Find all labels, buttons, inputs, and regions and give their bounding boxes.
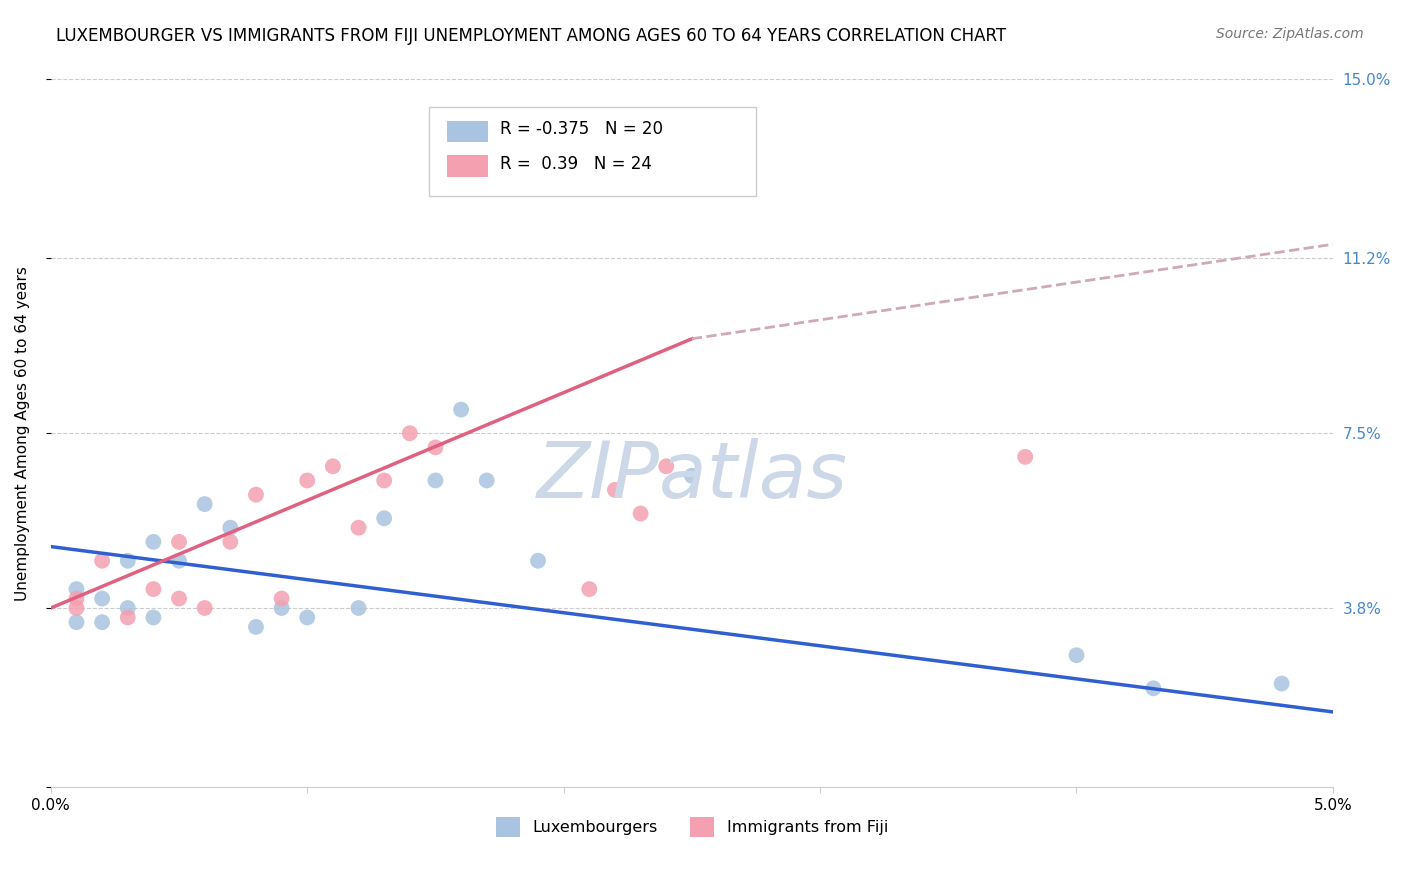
Point <box>1142 681 1164 696</box>
Point <box>398 426 420 441</box>
Point <box>194 497 217 511</box>
Point <box>142 582 165 596</box>
Point <box>117 554 139 568</box>
Point <box>475 176 498 190</box>
Point <box>270 591 292 606</box>
Y-axis label: Unemployment Among Ages 60 to 64 years: Unemployment Among Ages 60 to 64 years <box>15 266 30 600</box>
Point <box>65 591 87 606</box>
Point <box>603 483 626 497</box>
Point <box>578 582 600 596</box>
Point <box>91 554 114 568</box>
Point <box>117 610 139 624</box>
FancyBboxPatch shape <box>447 155 488 177</box>
Point <box>219 521 242 535</box>
Point <box>297 474 319 488</box>
Text: R =  0.39   N = 24: R = 0.39 N = 24 <box>499 155 651 173</box>
Point <box>219 534 242 549</box>
Point <box>681 468 703 483</box>
Point <box>450 402 472 417</box>
Point <box>347 521 370 535</box>
Point <box>425 474 447 488</box>
Point <box>347 601 370 615</box>
Point <box>425 441 447 455</box>
Point <box>655 459 678 474</box>
Point <box>194 601 217 615</box>
Point <box>501 176 523 190</box>
Point <box>167 591 190 606</box>
FancyBboxPatch shape <box>447 120 488 142</box>
Point <box>91 615 114 630</box>
Point <box>142 534 165 549</box>
Point <box>373 474 395 488</box>
Text: ZIPatlas: ZIPatlas <box>537 438 848 514</box>
Point <box>373 511 395 525</box>
Point <box>65 601 87 615</box>
Point <box>167 534 190 549</box>
Point <box>297 610 319 624</box>
Text: Source: ZipAtlas.com: Source: ZipAtlas.com <box>1216 27 1364 41</box>
Point <box>245 620 267 634</box>
Point <box>527 554 550 568</box>
Point <box>245 488 267 502</box>
Point <box>65 582 87 596</box>
Point <box>142 610 165 624</box>
Text: R = -0.375   N = 20: R = -0.375 N = 20 <box>499 120 662 138</box>
Point <box>322 459 344 474</box>
Point <box>1014 450 1036 464</box>
Point <box>117 601 139 615</box>
Point <box>167 554 190 568</box>
Point <box>65 615 87 630</box>
Point <box>1271 676 1294 690</box>
Point <box>630 507 652 521</box>
Point <box>270 601 292 615</box>
FancyBboxPatch shape <box>429 107 756 196</box>
Point <box>1066 648 1088 663</box>
Point <box>91 591 114 606</box>
Legend: Luxembourgers, Immigrants from Fiji: Luxembourgers, Immigrants from Fiji <box>489 811 894 843</box>
Text: LUXEMBOURGER VS IMMIGRANTS FROM FIJI UNEMPLOYMENT AMONG AGES 60 TO 64 YEARS CORR: LUXEMBOURGER VS IMMIGRANTS FROM FIJI UNE… <box>56 27 1007 45</box>
Point <box>475 474 498 488</box>
